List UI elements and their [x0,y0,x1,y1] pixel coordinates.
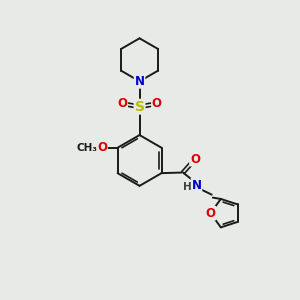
Text: O: O [152,97,162,110]
Text: S: S [134,100,145,114]
Text: O: O [206,207,215,220]
Text: N: N [134,75,145,88]
Text: O: O [97,141,107,154]
Text: O: O [117,97,127,110]
Text: N: N [191,178,202,192]
Text: H: H [183,182,192,193]
Text: O: O [190,153,200,166]
Text: CH₃: CH₃ [76,143,97,153]
